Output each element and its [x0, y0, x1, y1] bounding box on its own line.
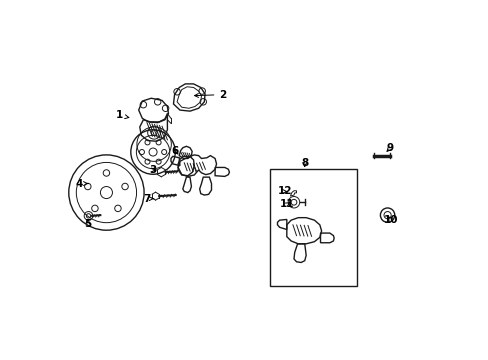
Text: 1: 1	[115, 111, 129, 121]
Text: 10: 10	[383, 215, 397, 225]
Text: 6: 6	[171, 145, 178, 156]
Text: 12: 12	[277, 186, 291, 197]
Text: 8: 8	[301, 158, 308, 168]
Text: 9: 9	[386, 143, 392, 153]
Text: 7: 7	[143, 194, 153, 204]
Text: 11: 11	[279, 199, 293, 210]
Text: 3: 3	[149, 165, 156, 175]
Text: 4: 4	[75, 179, 88, 189]
Text: 2: 2	[194, 90, 226, 100]
Bar	[269, 169, 357, 286]
Text: 5: 5	[84, 219, 91, 229]
